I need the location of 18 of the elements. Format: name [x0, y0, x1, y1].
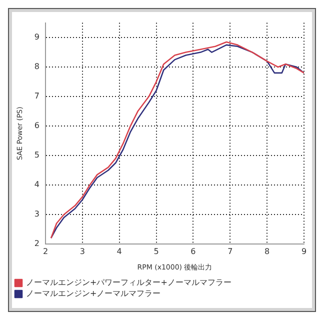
y-tick-label: 7	[34, 92, 40, 101]
x-tick-label: 4	[116, 246, 122, 256]
x-tick-label: 3	[80, 246, 85, 256]
x-tick-label: 8	[264, 246, 270, 256]
x-tick-label: 5	[154, 246, 159, 256]
x-tick-label: 9	[301, 246, 307, 256]
y-tick-label: 9	[34, 32, 40, 42]
y-tick-label: 6	[34, 121, 40, 130]
x-tick-label: 6	[190, 246, 196, 256]
y-tick-label: 5	[34, 150, 40, 160]
y-tick-label: 4	[34, 180, 40, 190]
x-tick-label: 7	[228, 246, 233, 256]
y-tick-label: 3	[34, 210, 40, 219]
legend-label: ノーマルエンジン+ノーマルマフラー	[26, 289, 161, 298]
y-tick-label: 8	[34, 62, 40, 72]
x-tick-label: 2	[42, 246, 48, 256]
y-tick-label: 2	[34, 239, 40, 248]
legend-label: ノーマルエンジン+パワーフィルター+ノーマルマフラー	[26, 278, 232, 288]
